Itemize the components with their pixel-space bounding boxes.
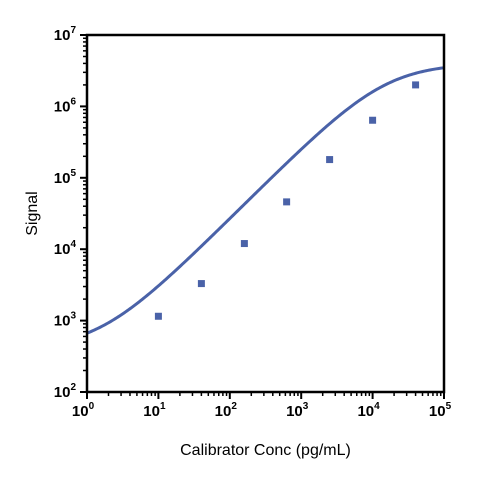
x-tick-exponent: 4 — [374, 401, 380, 412]
y-axis-title: Signal — [24, 191, 41, 235]
x-tick-label: 103 — [286, 401, 309, 420]
y-tick-exponent: 2 — [70, 382, 76, 393]
y-tick-base: 10 — [54, 27, 71, 44]
x-tick-base: 10 — [286, 403, 303, 420]
y-tick-base: 10 — [54, 384, 71, 401]
data-point — [197, 280, 205, 288]
y-tick-label: 106 — [54, 96, 77, 115]
x-tick-base: 10 — [357, 403, 374, 420]
x-tick-base: 10 — [143, 403, 160, 420]
x-tick-exponent: 5 — [446, 401, 452, 412]
y-tick-label: 103 — [54, 311, 77, 330]
x-tick-exponent: 1 — [160, 401, 166, 412]
x-tick-exponent: 3 — [303, 401, 309, 412]
y-tick-label: 105 — [54, 168, 77, 187]
data-point — [154, 312, 162, 320]
x-tick-exponent: 2 — [231, 401, 237, 412]
y-tick-exponent: 3 — [70, 311, 76, 322]
data-point — [240, 240, 248, 248]
data-point — [283, 198, 291, 206]
y-tick-exponent: 4 — [70, 239, 76, 250]
x-tick-base: 10 — [215, 403, 232, 420]
x-tick-base: 10 — [72, 403, 89, 420]
x-tick-label: 104 — [357, 401, 380, 420]
plot-frame — [85, 33, 446, 394]
x-tick-base: 10 — [429, 403, 446, 420]
y-tick-exponent: 7 — [70, 25, 76, 36]
data-points — [154, 81, 420, 320]
y-tick-base: 10 — [54, 241, 71, 258]
data-point — [326, 156, 334, 164]
data-point — [369, 116, 377, 124]
x-tick-label: 105 — [429, 401, 452, 420]
plot-area — [86, 66, 445, 335]
y-tick-base: 10 — [54, 170, 71, 187]
x-tick-label: 101 — [143, 401, 166, 420]
y-tick-exponent: 5 — [70, 168, 76, 179]
x-tick-label: 100 — [72, 401, 95, 420]
data-point — [412, 81, 420, 89]
y-tick-label: 104 — [54, 239, 77, 258]
y-tick-label: 102 — [54, 382, 77, 401]
y-tick-base: 10 — [54, 98, 71, 115]
y-tick-exponent: 6 — [70, 96, 76, 107]
y-tick-label: 107 — [54, 25, 77, 44]
x-tick-label: 102 — [215, 401, 238, 420]
x-tick-exponent: 0 — [89, 401, 95, 412]
y-tick-base: 10 — [54, 313, 71, 330]
x-axis: 100 101 102 103 104 105 — [72, 392, 452, 420]
fit-curve — [86, 66, 445, 335]
x-axis-title: Calibrator Conc (pg/mL) — [180, 442, 351, 459]
